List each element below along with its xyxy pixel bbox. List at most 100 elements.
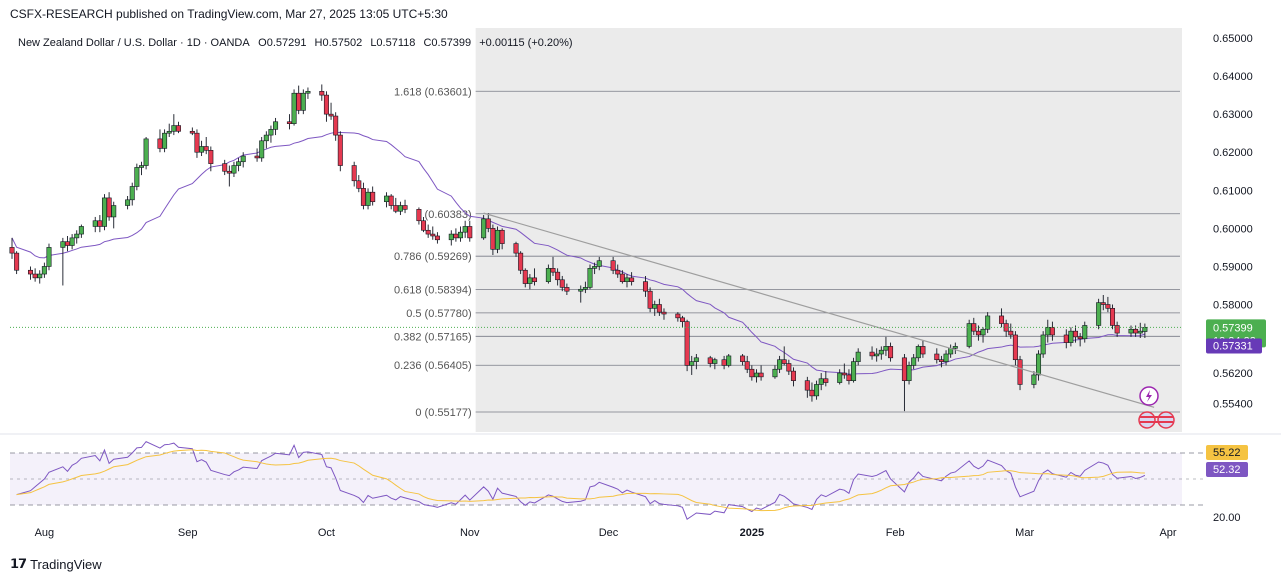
candle-2024-09-24: [291, 89, 297, 126]
candle-body-up: [171, 125, 177, 132]
candle-2024-10-14: [384, 192, 390, 208]
candle-body-down: [846, 374, 852, 381]
candle-body-up: [240, 155, 246, 163]
candle-body-down: [920, 346, 926, 355]
candle-body-down: [749, 368, 755, 378]
candle-body-down: [175, 125, 181, 132]
candle-2024-10-02: [328, 102, 334, 120]
candle-2024-08-06: [64, 235, 70, 252]
candle-body-up: [772, 368, 778, 378]
candle-2025-03-26: [1137, 322, 1143, 339]
candle-body-up: [46, 247, 52, 267]
candle-2025-02-20: [980, 327, 986, 343]
candle-body-down: [758, 372, 764, 378]
time-axis[interactable]: Aug Sep Oct Nov Dec 2025 Feb Mar Apr: [35, 527, 1177, 539]
tradingview-footer[interactable]: 𝟭𝟳 TradingView: [10, 556, 102, 572]
price-tick-label: 0.59000: [1213, 261, 1253, 273]
flag-icon-us[interactable]: [1157, 411, 1175, 429]
candle-2025-03-03: [1031, 371, 1037, 389]
candle-body-up: [384, 195, 390, 203]
legend-high: H0.57502: [315, 37, 363, 49]
candle-body-up: [462, 226, 468, 233]
candle-2024-10-10: [365, 188, 371, 210]
candle-2024-11-12: [518, 251, 524, 275]
trendline[interactable]: [10, 212, 1182, 408]
event-icons[interactable]: [1138, 386, 1175, 429]
candle-body-up: [162, 132, 168, 149]
candle-2024-12-31: [744, 355, 750, 374]
candle-2024-11-19: [550, 256, 556, 276]
candle-body-down: [661, 311, 667, 315]
candle-2024-09-10: [226, 165, 232, 187]
candle-body-up: [263, 134, 269, 142]
candle-body-up: [305, 91, 311, 94]
candle-2024-12-02: [610, 256, 616, 275]
candle-body-down: [194, 132, 200, 153]
candle-body-down: [9, 247, 15, 254]
price-tick-label: 0.60000: [1213, 223, 1253, 235]
candle-body-up: [596, 260, 602, 267]
candle-2025-01-03: [758, 365, 764, 381]
candle-body-down: [642, 281, 648, 292]
candle-body-down: [328, 113, 334, 117]
candle-body-up: [952, 346, 958, 349]
candle-2024-08-16: [111, 201, 117, 229]
candle-body-up: [527, 277, 533, 284]
candle-body-up: [1045, 327, 1051, 336]
candle-2024-11-22: [564, 283, 570, 295]
candle-body-up: [92, 220, 98, 227]
rsi-pane[interactable]: 55.22 52.32 20.00: [10, 440, 1248, 524]
candle-2024-10-16: [393, 197, 399, 214]
candle-2025-01-20: [837, 369, 843, 385]
candle-body-up: [874, 353, 880, 357]
candle-body-down: [319, 91, 325, 96]
candle-body-up: [624, 277, 630, 282]
candle-body-up: [1036, 353, 1042, 376]
candle-body-down: [555, 271, 561, 281]
candle-2024-11-13: [522, 268, 528, 288]
candle-body-up: [166, 130, 172, 134]
publish-info: CSFX-RESEARCH published on TradingView.c…: [10, 7, 448, 21]
candle-body-down: [490, 228, 496, 250]
candle-body-up: [1031, 374, 1037, 385]
candle-body-up: [878, 349, 884, 355]
fib-label-1.618: 1.618 (0.63601): [394, 86, 472, 98]
candle-2025-01-10: [790, 367, 796, 387]
rsi-ma-badge-bg: [1206, 445, 1248, 460]
candle-2025-03-20: [1110, 304, 1116, 330]
legend-close: C0.57399: [423, 37, 471, 49]
candle-body-down: [425, 229, 431, 235]
price-tick-label: 0.56200: [1213, 368, 1253, 380]
candle-2024-08-15: [106, 192, 112, 221]
candle-body-up: [69, 237, 75, 246]
candle-body-up: [943, 353, 949, 362]
candle-2024-07-31: [37, 270, 43, 284]
candle-body-up: [74, 233, 80, 239]
candle-2024-10-28: [448, 230, 454, 246]
candle-body-up: [291, 92, 297, 124]
rsi-ma-line: [16, 449, 1145, 512]
price-axis[interactable]: 0.65000 0.64000 0.63000 0.62000 0.61000 0.600…: [1213, 33, 1253, 411]
candle-2024-08-14: [101, 194, 107, 231]
fib-label-1: (0.60383): [425, 209, 472, 221]
candle-2025-03-14: [1082, 321, 1088, 343]
candle-2024-11-05: [485, 213, 491, 233]
candle-2024-09-06: [208, 146, 214, 172]
flag-icon-nz[interactable]: [1138, 411, 1156, 429]
moving-average: [11, 131, 1146, 375]
candle-body-up: [582, 287, 588, 290]
candle-body-down: [296, 92, 302, 111]
candle-2024-09-05: [203, 136, 209, 155]
candle-2024-12-18: [684, 319, 690, 372]
candle-2024-07-30: [32, 268, 38, 282]
candle-2024-09-17: [259, 136, 265, 162]
date-label-feb: Feb: [886, 527, 905, 539]
candle-body-down: [656, 304, 662, 313]
candle-body-down: [869, 351, 875, 357]
candle-2024-09-18: [263, 131, 269, 149]
candle-body-down: [388, 195, 394, 206]
price-tick-label: 0.64000: [1213, 71, 1253, 83]
candle-body-up: [495, 229, 501, 250]
candle-2024-12-30: [740, 354, 746, 366]
